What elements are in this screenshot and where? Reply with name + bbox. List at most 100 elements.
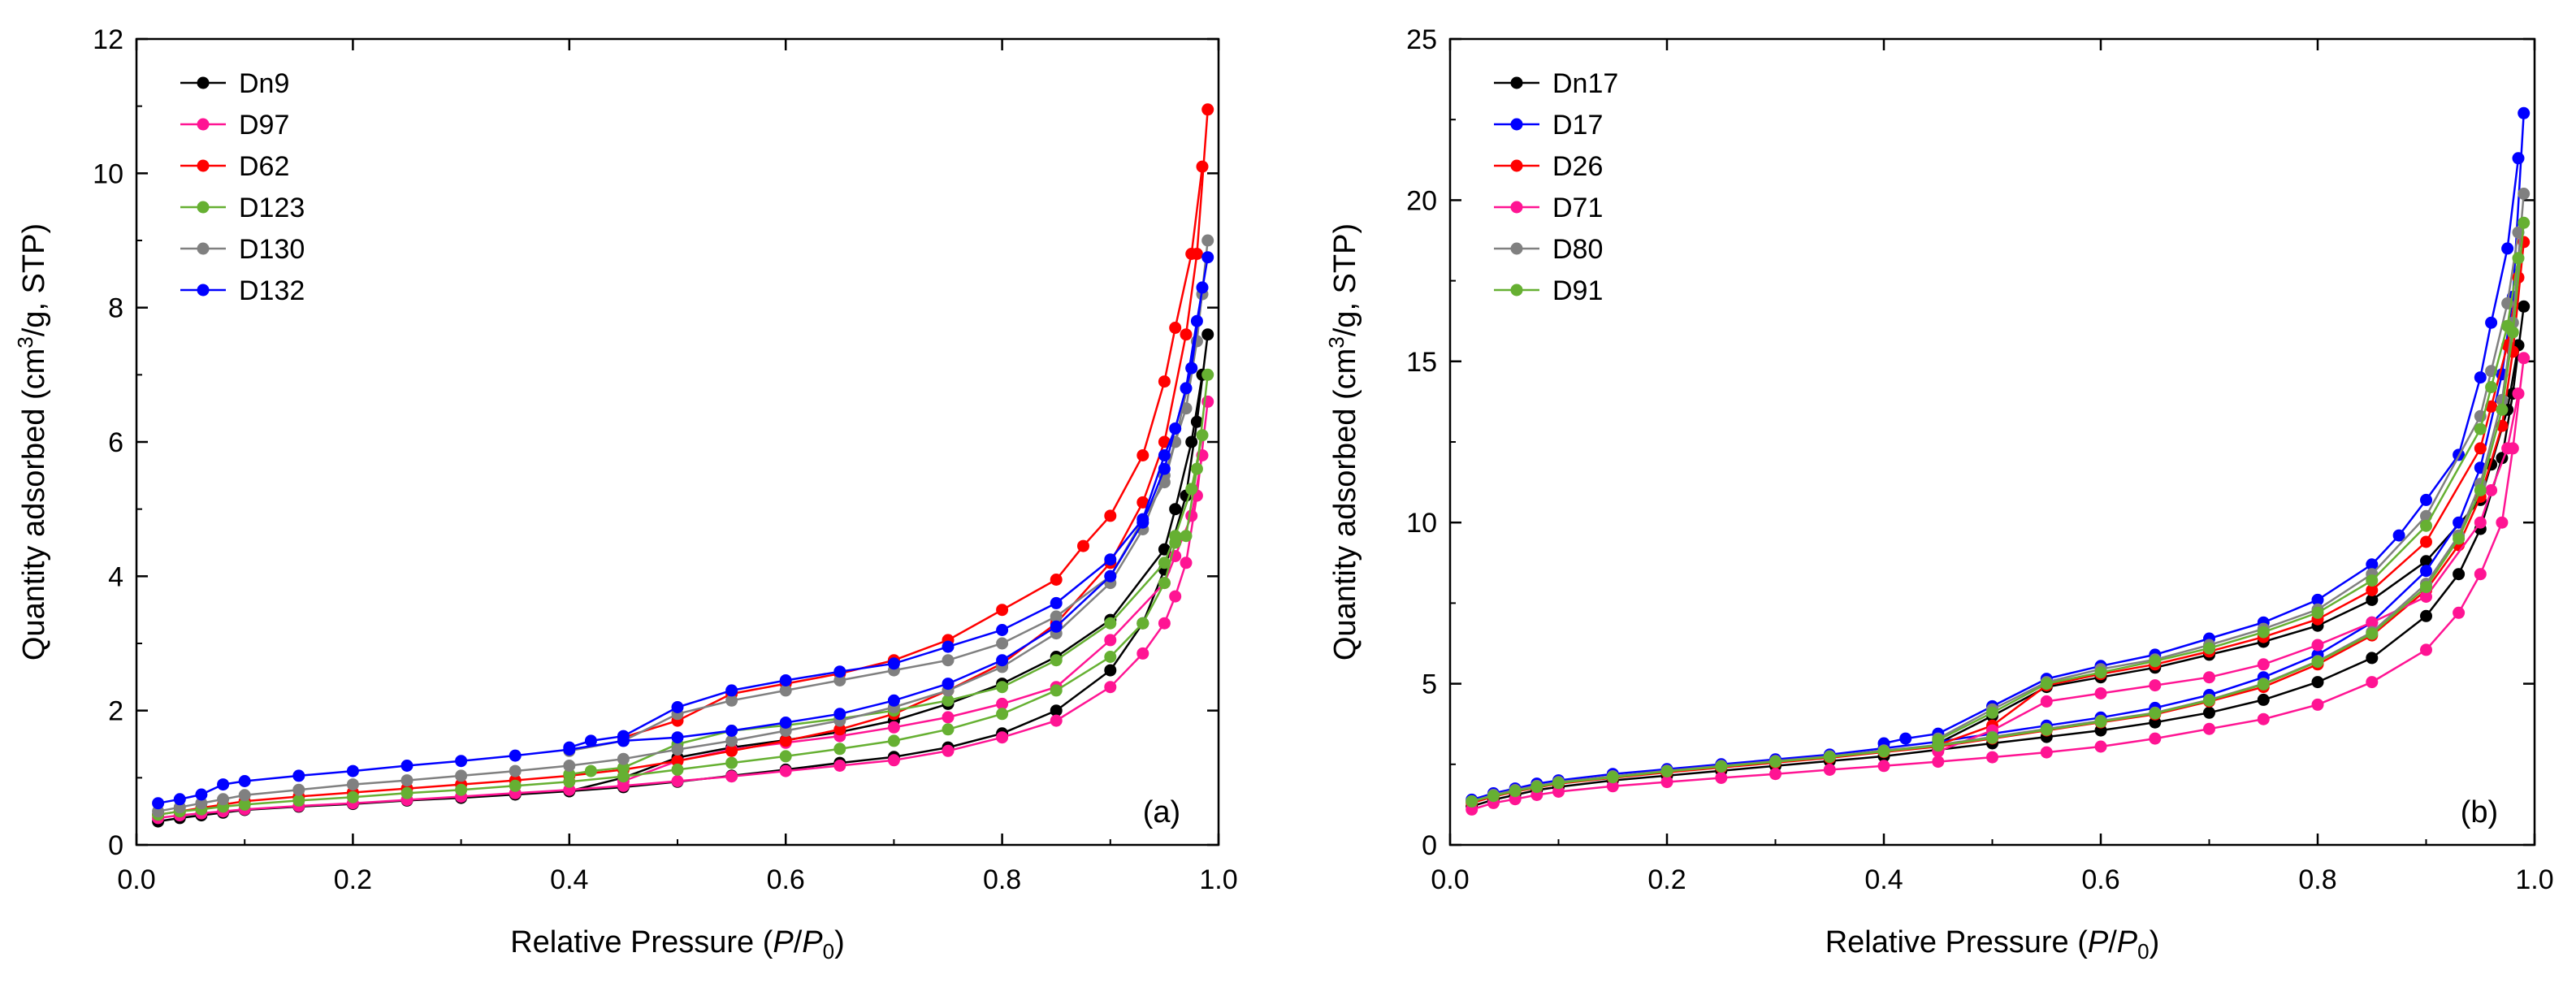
data-point — [2474, 442, 2487, 455]
data-point — [2257, 693, 2270, 706]
data-point — [1715, 772, 1728, 784]
series-d132 — [152, 251, 1214, 810]
data-point — [2474, 371, 2487, 384]
y-axis-title-rest: /g, STP) — [1328, 223, 1362, 336]
data-point — [779, 750, 792, 763]
data-point — [1169, 322, 1182, 334]
y-tick-label: 4 — [108, 561, 123, 592]
x-axis-title-close: ) — [2150, 925, 2160, 959]
series-d17 — [1466, 106, 2531, 806]
x-axis-title-p: P — [773, 925, 794, 959]
data-point — [1136, 449, 1149, 461]
data-point — [779, 717, 792, 729]
y-tick-label: 10 — [1406, 508, 1437, 539]
data-point — [238, 789, 251, 802]
data-point — [455, 769, 468, 782]
series-d26 — [1466, 236, 2531, 809]
legend-label: D80 — [1552, 234, 1603, 265]
data-point — [2420, 493, 2432, 506]
data-point — [1660, 765, 1673, 777]
legend-label: D97 — [239, 110, 289, 141]
data-point — [1104, 553, 1117, 566]
data-point — [725, 770, 738, 783]
data-point — [217, 793, 230, 806]
legend-marker — [1510, 201, 1523, 214]
data-point — [1185, 435, 1198, 448]
series-line-adsorption — [158, 257, 1209, 804]
data-point — [1050, 654, 1063, 667]
series-d123 — [152, 368, 1214, 821]
data-point — [1169, 530, 1182, 543]
data-point — [1185, 483, 1198, 496]
series-line-desorption — [1937, 258, 2520, 742]
data-point — [584, 734, 597, 747]
data-point — [1899, 732, 1912, 745]
y-tick-label: 5 — [1422, 669, 1437, 700]
data-point — [1986, 731, 1998, 744]
data-point — [725, 684, 738, 697]
data-point — [2311, 593, 2324, 606]
legend-marker — [197, 284, 210, 297]
data-point — [671, 775, 684, 787]
data-point — [1169, 590, 1182, 603]
data-point — [2512, 388, 2525, 400]
data-point — [942, 678, 955, 691]
data-point — [942, 723, 955, 736]
data-point — [779, 734, 792, 747]
y-axis-title-sup: 3 — [13, 336, 37, 348]
legend-marker — [197, 242, 210, 255]
data-point — [1201, 103, 1214, 116]
y-tick-label: 12 — [93, 24, 123, 55]
data-point — [292, 794, 305, 807]
x-tick-label: 1.0 — [1199, 864, 1237, 895]
data-point — [2203, 694, 2215, 707]
data-point — [1158, 617, 1171, 630]
data-point — [2453, 606, 2466, 619]
legend-label: D132 — [239, 275, 305, 306]
x-axis-title-p0: P — [2117, 925, 2138, 959]
data-point — [2094, 666, 2107, 679]
series-d130 — [152, 234, 1214, 818]
panel-tag: (b) — [2461, 795, 2498, 829]
x-tick-label: 0.0 — [117, 864, 155, 895]
data-point — [1158, 449, 1171, 461]
legend-label: D130 — [239, 234, 305, 265]
series-line-desorption — [1937, 232, 2520, 740]
legend: Dn9 D97 D62 D123 D130 D132 — [180, 68, 305, 306]
data-point — [1196, 281, 1209, 294]
series-line-desorption — [1937, 277, 2520, 747]
series-line-adsorption — [1471, 306, 2525, 808]
data-point — [779, 674, 792, 686]
legend-marker — [1510, 284, 1523, 297]
x-tick-label: 1.0 — [2515, 864, 2553, 895]
data-point — [1104, 681, 1117, 694]
data-point — [1180, 530, 1193, 543]
data-point — [2518, 188, 2531, 200]
data-point — [584, 764, 597, 777]
data-point — [1136, 496, 1149, 509]
data-point — [2040, 746, 2053, 759]
data-point — [1196, 160, 1209, 173]
data-point — [563, 768, 576, 781]
data-point — [2366, 593, 2379, 606]
data-point — [2485, 484, 2498, 496]
data-point — [2420, 609, 2432, 622]
data-point — [346, 790, 359, 803]
legend-label: Dn9 — [239, 68, 289, 99]
data-point — [2366, 616, 2379, 629]
data-point — [996, 681, 1009, 694]
x-axis-title-p0: P — [802, 925, 823, 959]
data-point — [2203, 706, 2215, 719]
data-point — [2366, 558, 2379, 571]
series-line-adsorption — [158, 109, 1209, 816]
x-axis-title-close: ) — [834, 925, 845, 959]
data-point — [2366, 627, 2379, 640]
data-point — [1606, 771, 1619, 784]
data-point — [1877, 760, 1890, 773]
data-point — [1158, 577, 1171, 590]
data-point — [887, 721, 900, 734]
data-point — [563, 760, 576, 772]
data-point — [2094, 740, 2107, 753]
legend: Dn17 D17 D26 D71 D80 D91 — [1494, 68, 1618, 306]
data-point — [996, 637, 1009, 650]
